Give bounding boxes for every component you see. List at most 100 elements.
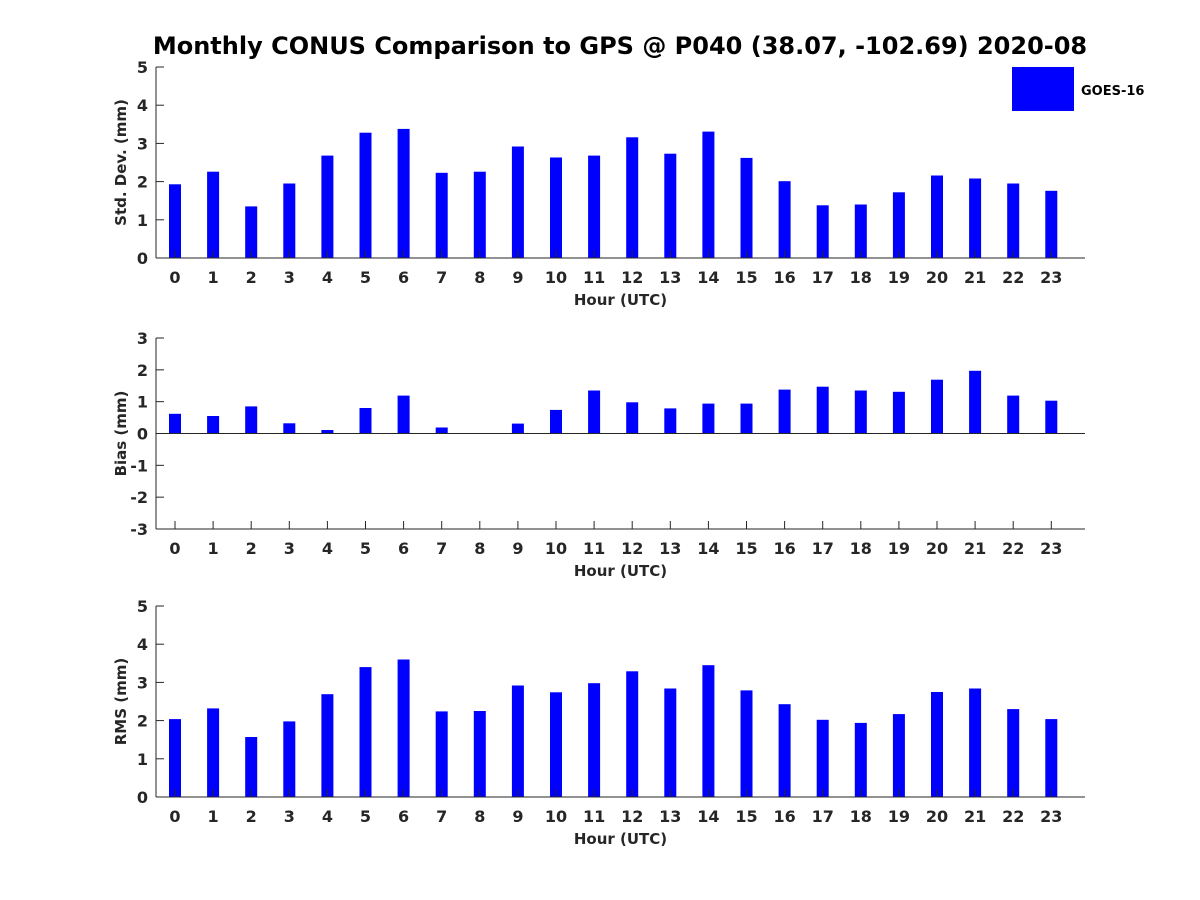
legend-label-goes-16: GOES-16 (1081, 84, 1144, 99)
x-tick-label: 10 (545, 268, 567, 287)
bar-bias-mm-hour-15 (740, 403, 753, 434)
y-tick-label: 3 (137, 673, 148, 692)
bar-std-dev-mm-hour-9 (511, 146, 524, 258)
bar-std-dev-mm-hour-13 (664, 153, 677, 258)
bar-rms-mm-hour-10 (550, 692, 562, 797)
x-tick-label: 7 (436, 268, 447, 287)
x-tick-label: 7 (436, 539, 447, 558)
y-axis-label: RMS (mm) (112, 658, 130, 745)
y-tick-label: 1 (137, 393, 148, 412)
x-tick-label: 22 (1002, 539, 1024, 558)
x-tick-label: 18 (850, 268, 872, 287)
bar-rms-mm-hour-23 (1045, 719, 1058, 797)
x-tick-label: 9 (512, 807, 523, 826)
x-tick-label: 0 (169, 807, 180, 826)
x-tick-label: 9 (512, 539, 523, 558)
x-tick-label: 16 (773, 807, 795, 826)
x-tick-label: 2 (246, 539, 257, 558)
y-tick-label: 0 (137, 425, 148, 444)
x-tick-label: 5 (360, 268, 371, 287)
x-tick-label: 15 (735, 539, 757, 558)
bar-std-dev-mm-hour-0 (169, 184, 181, 258)
x-tick-label: 0 (169, 268, 180, 287)
bar-rms-mm-hour-14 (702, 665, 715, 797)
legend-swatch-goes-16 (1012, 67, 1074, 111)
bar-std-dev-mm-hour-7 (435, 172, 448, 258)
bar-rms-mm-hour-22 (1007, 709, 1020, 797)
bar-bias-mm-hour-3 (283, 423, 296, 434)
x-tick-label: 18 (850, 807, 872, 826)
bar-rms-mm-hour-19 (892, 714, 905, 797)
y-tick-label: 3 (137, 134, 148, 153)
bar-std-dev-mm-hour-12 (626, 137, 639, 258)
y-tick-label: 5 (137, 58, 148, 77)
y-tick-label: 4 (137, 635, 148, 654)
y-tick-label: -1 (130, 456, 148, 475)
bar-std-dev-mm-hour-2 (245, 206, 258, 258)
x-tick-label: 0 (169, 539, 180, 558)
x-tick-label: 22 (1002, 268, 1024, 287)
x-tick-label: 1 (208, 539, 219, 558)
x-tick-label: 8 (474, 539, 485, 558)
x-tick-label: 21 (964, 807, 986, 826)
bar-bias-mm-hour-5 (359, 408, 372, 434)
x-axis-label: Hour (UTC) (574, 291, 667, 309)
x-tick-label: 5 (360, 807, 371, 826)
x-tick-label: 12 (621, 807, 643, 826)
bar-bias-mm-hour-14 (702, 403, 715, 434)
bar-std-dev-mm-hour-15 (740, 157, 753, 258)
x-tick-label: 3 (284, 807, 295, 826)
bar-bias-mm-hour-1 (207, 416, 220, 434)
y-tick-label: 3 (137, 329, 148, 348)
x-tick-label: 21 (964, 268, 986, 287)
bar-bias-mm-hour-0 (169, 413, 181, 434)
x-tick-label: 12 (621, 539, 643, 558)
bar-std-dev-mm-hour-17 (816, 205, 829, 258)
x-tick-label: 23 (1040, 268, 1062, 287)
bar-std-dev-mm-hour-16 (778, 181, 791, 258)
bar-bias-mm-hour-16 (778, 389, 791, 434)
bar-std-dev-mm-hour-8 (473, 171, 486, 258)
bar-std-dev-mm-hour-6 (397, 128, 410, 258)
x-tick-label: 12 (621, 268, 643, 287)
x-tick-label: 16 (773, 268, 795, 287)
x-tick-label: 4 (322, 268, 333, 287)
bar-rms-mm-hour-18 (854, 722, 867, 797)
x-tick-label: 22 (1002, 807, 1024, 826)
x-tick-label: 20 (926, 268, 948, 287)
bar-bias-mm-hour-21 (969, 370, 982, 434)
bar-rms-mm-hour-12 (626, 671, 639, 797)
bar-rms-mm-hour-20 (931, 692, 943, 797)
bar-bias-mm-hour-9 (511, 423, 524, 434)
bar-bias-mm-hour-4 (321, 430, 334, 434)
bar-std-dev-mm-hour-14 (702, 131, 715, 258)
x-tick-label: 6 (398, 539, 409, 558)
bar-std-dev-mm-hour-3 (283, 183, 296, 258)
bar-rms-mm-hour-6 (397, 659, 410, 797)
x-axis-label: Hour (UTC) (574, 562, 667, 580)
bar-std-dev-mm-hour-18 (854, 204, 867, 258)
x-tick-label: 17 (812, 807, 834, 826)
x-tick-label: 21 (964, 539, 986, 558)
x-tick-label: 13 (659, 268, 681, 287)
x-tick-label: 13 (659, 807, 681, 826)
chart-title: Monthly CONUS Comparison to GPS @ P040 (… (153, 32, 1087, 60)
x-tick-label: 19 (888, 268, 910, 287)
bar-rms-mm-hour-7 (435, 711, 448, 797)
y-tick-label: 4 (137, 96, 148, 115)
bar-bias-mm-hour-23 (1045, 400, 1058, 434)
bar-std-dev-mm-hour-1 (207, 171, 220, 258)
bar-bias-mm-hour-7 (435, 427, 448, 434)
bar-bias-mm-hour-2 (245, 406, 258, 434)
x-tick-label: 6 (398, 268, 409, 287)
y-tick-label: 0 (137, 249, 148, 268)
bar-bias-mm-hour-18 (854, 390, 867, 434)
x-tick-label: 2 (246, 807, 257, 826)
x-tick-label: 4 (322, 807, 333, 826)
bar-bias-mm-hour-17 (816, 386, 829, 434)
bar-bias-mm-hour-12 (626, 402, 639, 434)
x-tick-label: 8 (474, 807, 485, 826)
